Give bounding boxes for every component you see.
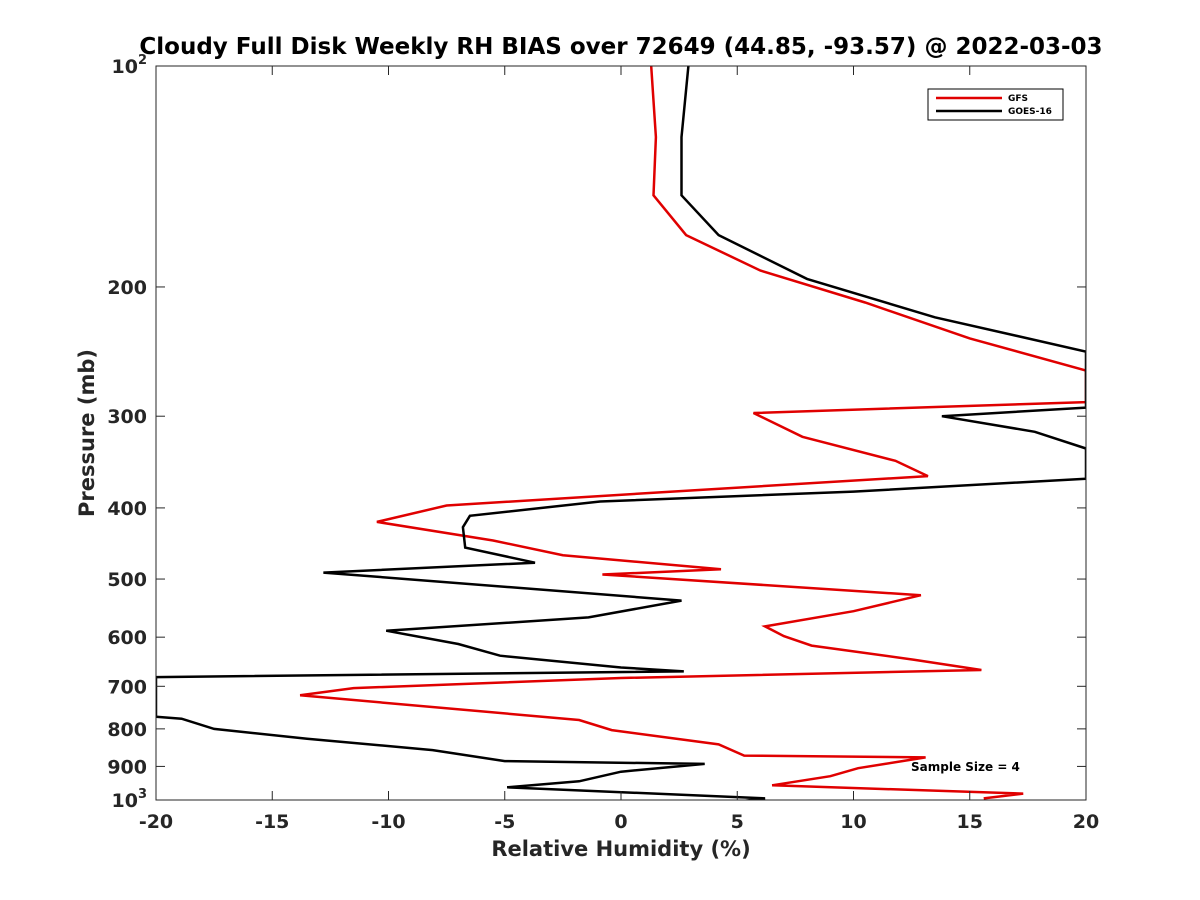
y-tick-label: 500 (107, 569, 147, 591)
axes-box (155, 65, 1087, 801)
y-tick-label: 200 (107, 277, 147, 299)
legend: GFS GOES-16 (927, 88, 1064, 121)
y-axis: 102 200 300 400 500 600 700 800 900 103 (107, 53, 1086, 812)
y-tick-label: 400 (107, 498, 147, 520)
x-axis-label: Relative Humidity (%) (491, 837, 750, 861)
x-tick-label: -20 (139, 811, 173, 833)
y-tick-label: 102 (112, 53, 148, 78)
x-axis: -20 -15 -10 -5 0 5 10 15 20 (139, 66, 1099, 833)
series-line-goes-16 (156, 66, 1086, 800)
y-tick-label: 600 (107, 627, 147, 649)
x-tick-label: 15 (957, 811, 983, 833)
y-tick-label: 300 (107, 406, 147, 428)
legend-gfs-label: GFS (1008, 94, 1028, 104)
chart-title: Cloudy Full Disk Weekly RH BIAS over 726… (139, 34, 1102, 60)
legend-box (927, 88, 1064, 121)
sample-size-annotation: Sample Size = 4 (911, 760, 1020, 774)
y-tick-label: 800 (107, 719, 147, 741)
x-tick-label: 20 (1073, 811, 1099, 833)
series-line-gfs (299, 66, 1086, 800)
plot-area (156, 66, 1086, 800)
y-axis-label: Pressure (mb) (75, 349, 99, 517)
x-tick-label: 5 (731, 811, 744, 833)
x-tick-label: -10 (371, 811, 405, 833)
x-tick-label: 10 (840, 811, 866, 833)
legend-goes16-label: GOES-16 (1008, 107, 1052, 117)
x-tick-label: -5 (494, 811, 515, 833)
x-tick-label: -15 (255, 811, 289, 833)
y-tick-label: 900 (107, 756, 147, 778)
y-tick-label: 700 (107, 676, 147, 698)
x-tick-label: 0 (614, 811, 627, 833)
y-tick-label: 103 (112, 787, 148, 812)
